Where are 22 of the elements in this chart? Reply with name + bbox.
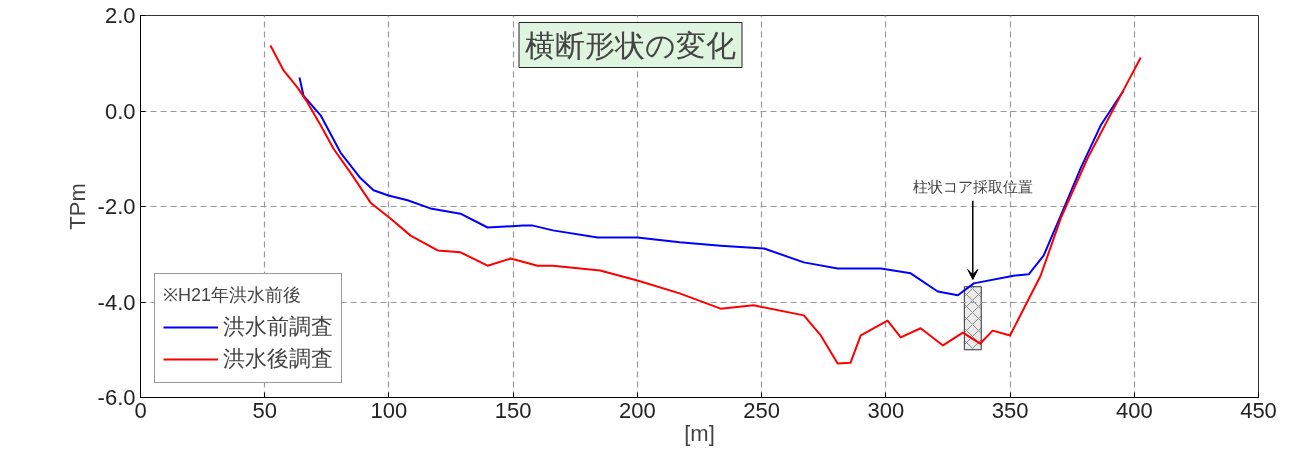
x-tick-label: 350	[991, 397, 1029, 423]
x-tick-label: 300	[867, 397, 905, 423]
y-axis-title: TPm	[64, 183, 90, 230]
x-tick-label: 400	[1115, 397, 1153, 423]
y-tick-label: -6.0	[97, 385, 136, 410]
legend-label: 洪水後調査	[223, 345, 333, 373]
y-tick-label: 2.0	[104, 3, 136, 28]
x-tick-label: 150	[494, 397, 532, 423]
annotation: 柱状コア採取位置	[912, 177, 1033, 195]
y-tick-label: 0.0	[104, 98, 136, 124]
x-tick-label: 100	[370, 397, 408, 423]
x-tick-label: 50	[252, 397, 277, 423]
legend-label: 洪水前調査	[223, 313, 333, 341]
chart-title: 横断形状の変化	[525, 28, 736, 62]
y-tick-label: -2.0	[97, 194, 136, 219]
x-tick-label: 200	[619, 397, 656, 423]
x-tick-label: 250	[743, 397, 780, 423]
x-axis-title: [m]	[684, 420, 715, 446]
x-tick-label: 450	[1240, 397, 1277, 423]
x-tick-label: 0	[134, 397, 147, 423]
legend-title: ※H21年洪水前後	[163, 284, 303, 307]
y-tick-label: -4.0	[97, 289, 136, 315]
